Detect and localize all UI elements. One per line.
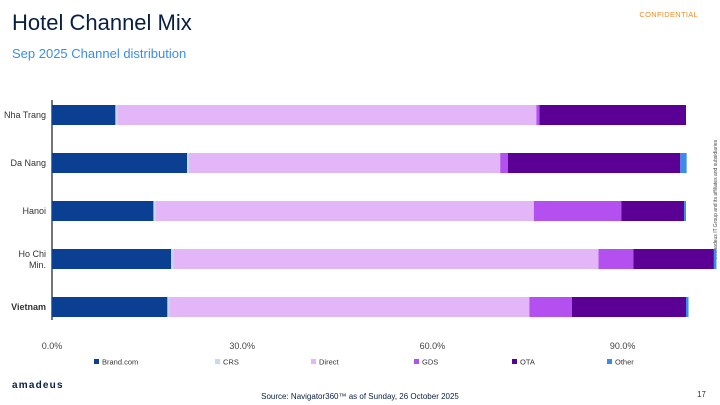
bar-segment xyxy=(117,105,537,125)
source-note: Source: Navigator360™ as of Sunday, 26 O… xyxy=(261,392,459,401)
category-label: Nha Trang xyxy=(4,110,46,120)
bar-segment xyxy=(155,201,534,221)
bar-segment xyxy=(171,249,174,269)
bar-segment xyxy=(169,297,530,317)
legend-label: GDS xyxy=(422,358,438,367)
bar-segment xyxy=(713,249,717,269)
bar-segment xyxy=(188,153,501,173)
bar-segment xyxy=(187,153,189,173)
bar-segment xyxy=(507,153,681,173)
legend-label: Brand.com xyxy=(102,358,138,367)
legend-label: OTA xyxy=(520,358,535,367)
bar-segment xyxy=(598,249,634,269)
legend-swatch xyxy=(215,359,220,364)
category-label: Da Nang xyxy=(10,158,46,168)
amadeus-logo: amadeus xyxy=(12,380,64,391)
bar-segment xyxy=(536,105,540,125)
legend-label: CRS xyxy=(223,358,239,367)
bar-segment xyxy=(500,153,508,173)
bar-segment xyxy=(52,105,116,125)
bar-segment xyxy=(529,297,572,317)
bar-segment xyxy=(52,153,188,173)
bar-segment xyxy=(571,297,686,317)
x-tick-label: 0.0% xyxy=(42,341,63,351)
page-number: 17 xyxy=(697,390,706,399)
bar-segment xyxy=(684,201,686,221)
bar-segment xyxy=(621,201,685,221)
category-labels: Nha Trang Da Nang Hanoi Ho Chi Min. Vietnam xyxy=(4,110,46,312)
category-label: Hanoi xyxy=(22,206,46,216)
legend-swatch xyxy=(607,359,612,364)
bar-segment xyxy=(173,249,599,269)
bar-segment xyxy=(633,249,714,269)
category-label: Ho Chi Min. xyxy=(18,249,46,270)
bar-segment xyxy=(686,297,689,317)
page-subtitle: Sep 2025 Channel distribution xyxy=(12,46,187,61)
legend-label: Other xyxy=(615,358,634,367)
bars-group xyxy=(51,100,717,320)
confidential-label: CONFIDENTIAL xyxy=(639,10,698,19)
bar-segment xyxy=(680,153,687,173)
bar-segment xyxy=(52,201,154,221)
legend-swatch xyxy=(94,359,99,364)
category-label: Vietnam xyxy=(11,302,46,312)
page-title: Hotel Channel Mix xyxy=(12,10,192,35)
bar-segment xyxy=(539,105,686,125)
legend-label: Direct xyxy=(319,358,340,367)
bar-segment xyxy=(115,105,118,125)
legend-swatch xyxy=(414,359,419,364)
legend: Brand.com CRS Direct GDS OTA Other xyxy=(94,358,634,367)
bar-segment xyxy=(52,249,172,269)
x-tick-label: 60.0% xyxy=(420,341,446,351)
bar-segment xyxy=(153,201,156,221)
legend-swatch xyxy=(512,359,517,364)
legend-swatch xyxy=(311,359,316,364)
bar-segment xyxy=(52,297,168,317)
x-tick-label: 30.0% xyxy=(229,341,255,351)
x-tick-labels: 0.0% 30.0% 60.0% 90.0% xyxy=(42,341,636,351)
bar-segment xyxy=(533,201,622,221)
bar-segment xyxy=(167,297,170,317)
x-tick-label: 90.0% xyxy=(610,341,636,351)
